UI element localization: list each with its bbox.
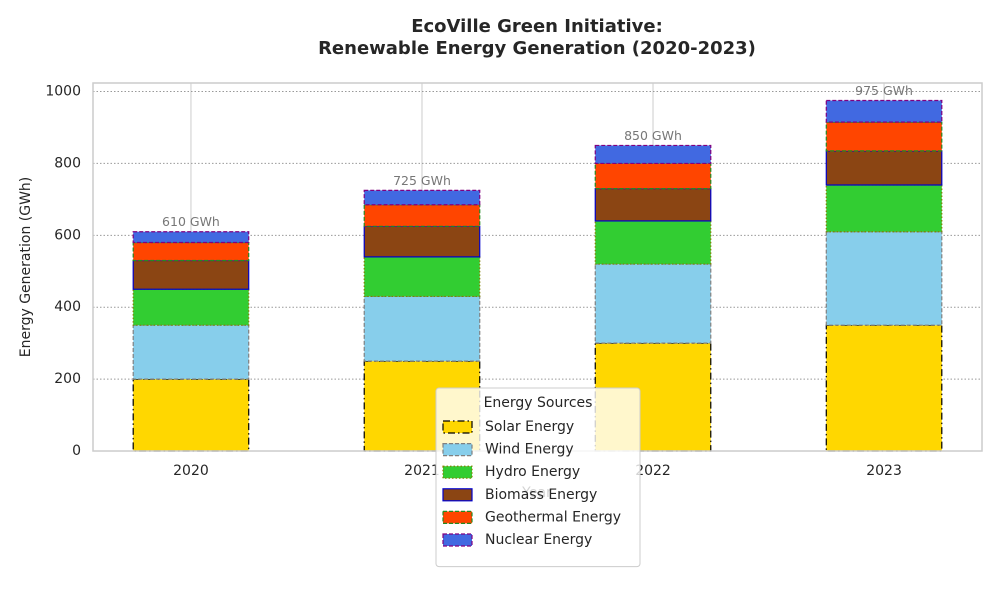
legend-label: Nuclear Energy [485, 532, 592, 548]
bar-segment [825, 150, 943, 186]
legend-label: Hydro Energy [485, 464, 580, 480]
x-tick-label: 2022 [635, 463, 671, 479]
x-tick-label: 2023 [866, 463, 902, 479]
x-tick-label: 2020 [173, 463, 209, 479]
bar-segment [363, 189, 481, 206]
x-tick-label: 2021 [404, 463, 440, 479]
bar-segment [594, 144, 712, 165]
y-tick-label: 400 [54, 299, 81, 315]
chart-title: EcoVille Green Initiative: [411, 16, 663, 37]
y-tick-label: 200 [54, 371, 81, 387]
bar-segment [825, 121, 943, 152]
legend-swatch [442, 488, 473, 502]
legend-label: Geothermal Energy [485, 509, 621, 525]
y-tick-label: 0 [72, 443, 81, 459]
total-label: 725 GWh [393, 173, 451, 188]
y-tick-label: 1000 [45, 84, 81, 100]
legend-label: Wind Energy [485, 442, 574, 458]
chart-title: Renewable Energy Generation (2020-2023) [318, 38, 756, 59]
bar-segment [363, 225, 481, 258]
bar-segment [594, 263, 712, 344]
total-label: 610 GWh [162, 214, 220, 229]
bar-segment [132, 378, 250, 452]
legend-swatch [442, 510, 473, 524]
y-axis-label: Energy Generation (GWh) [18, 177, 34, 358]
legend-box [435, 387, 641, 568]
bar-segment [825, 324, 943, 452]
bar-segment [594, 162, 712, 190]
total-label: 850 GWh [624, 128, 682, 143]
legend-swatch [442, 533, 473, 547]
bar-segment [363, 256, 481, 298]
legend-label: Solar Energy [485, 419, 574, 435]
y-tick-label: 600 [54, 227, 81, 243]
bar-segment [825, 231, 943, 326]
bar-segment [825, 184, 943, 233]
legend: Energy Sources Solar Energy Wind Energy Hyd… [435, 387, 641, 568]
bar-segment [825, 99, 943, 123]
legend-title: Energy Sources [484, 395, 593, 411]
bar-segment [594, 220, 712, 265]
legend-swatch [442, 443, 473, 457]
legend-label: Biomass Energy [485, 487, 597, 503]
bar-segment [132, 259, 250, 290]
bar-segment [132, 324, 250, 380]
bar-segment [132, 288, 250, 326]
bar-segment [132, 241, 250, 262]
legend-swatch [442, 465, 473, 479]
bar-segment [363, 204, 481, 227]
bar-segment [132, 231, 250, 244]
bar-segment [594, 187, 712, 222]
total-label: 975 GWh [855, 83, 913, 98]
y-tick-label: 800 [54, 155, 81, 171]
bar-segment [363, 295, 481, 362]
legend-swatch [442, 420, 473, 434]
